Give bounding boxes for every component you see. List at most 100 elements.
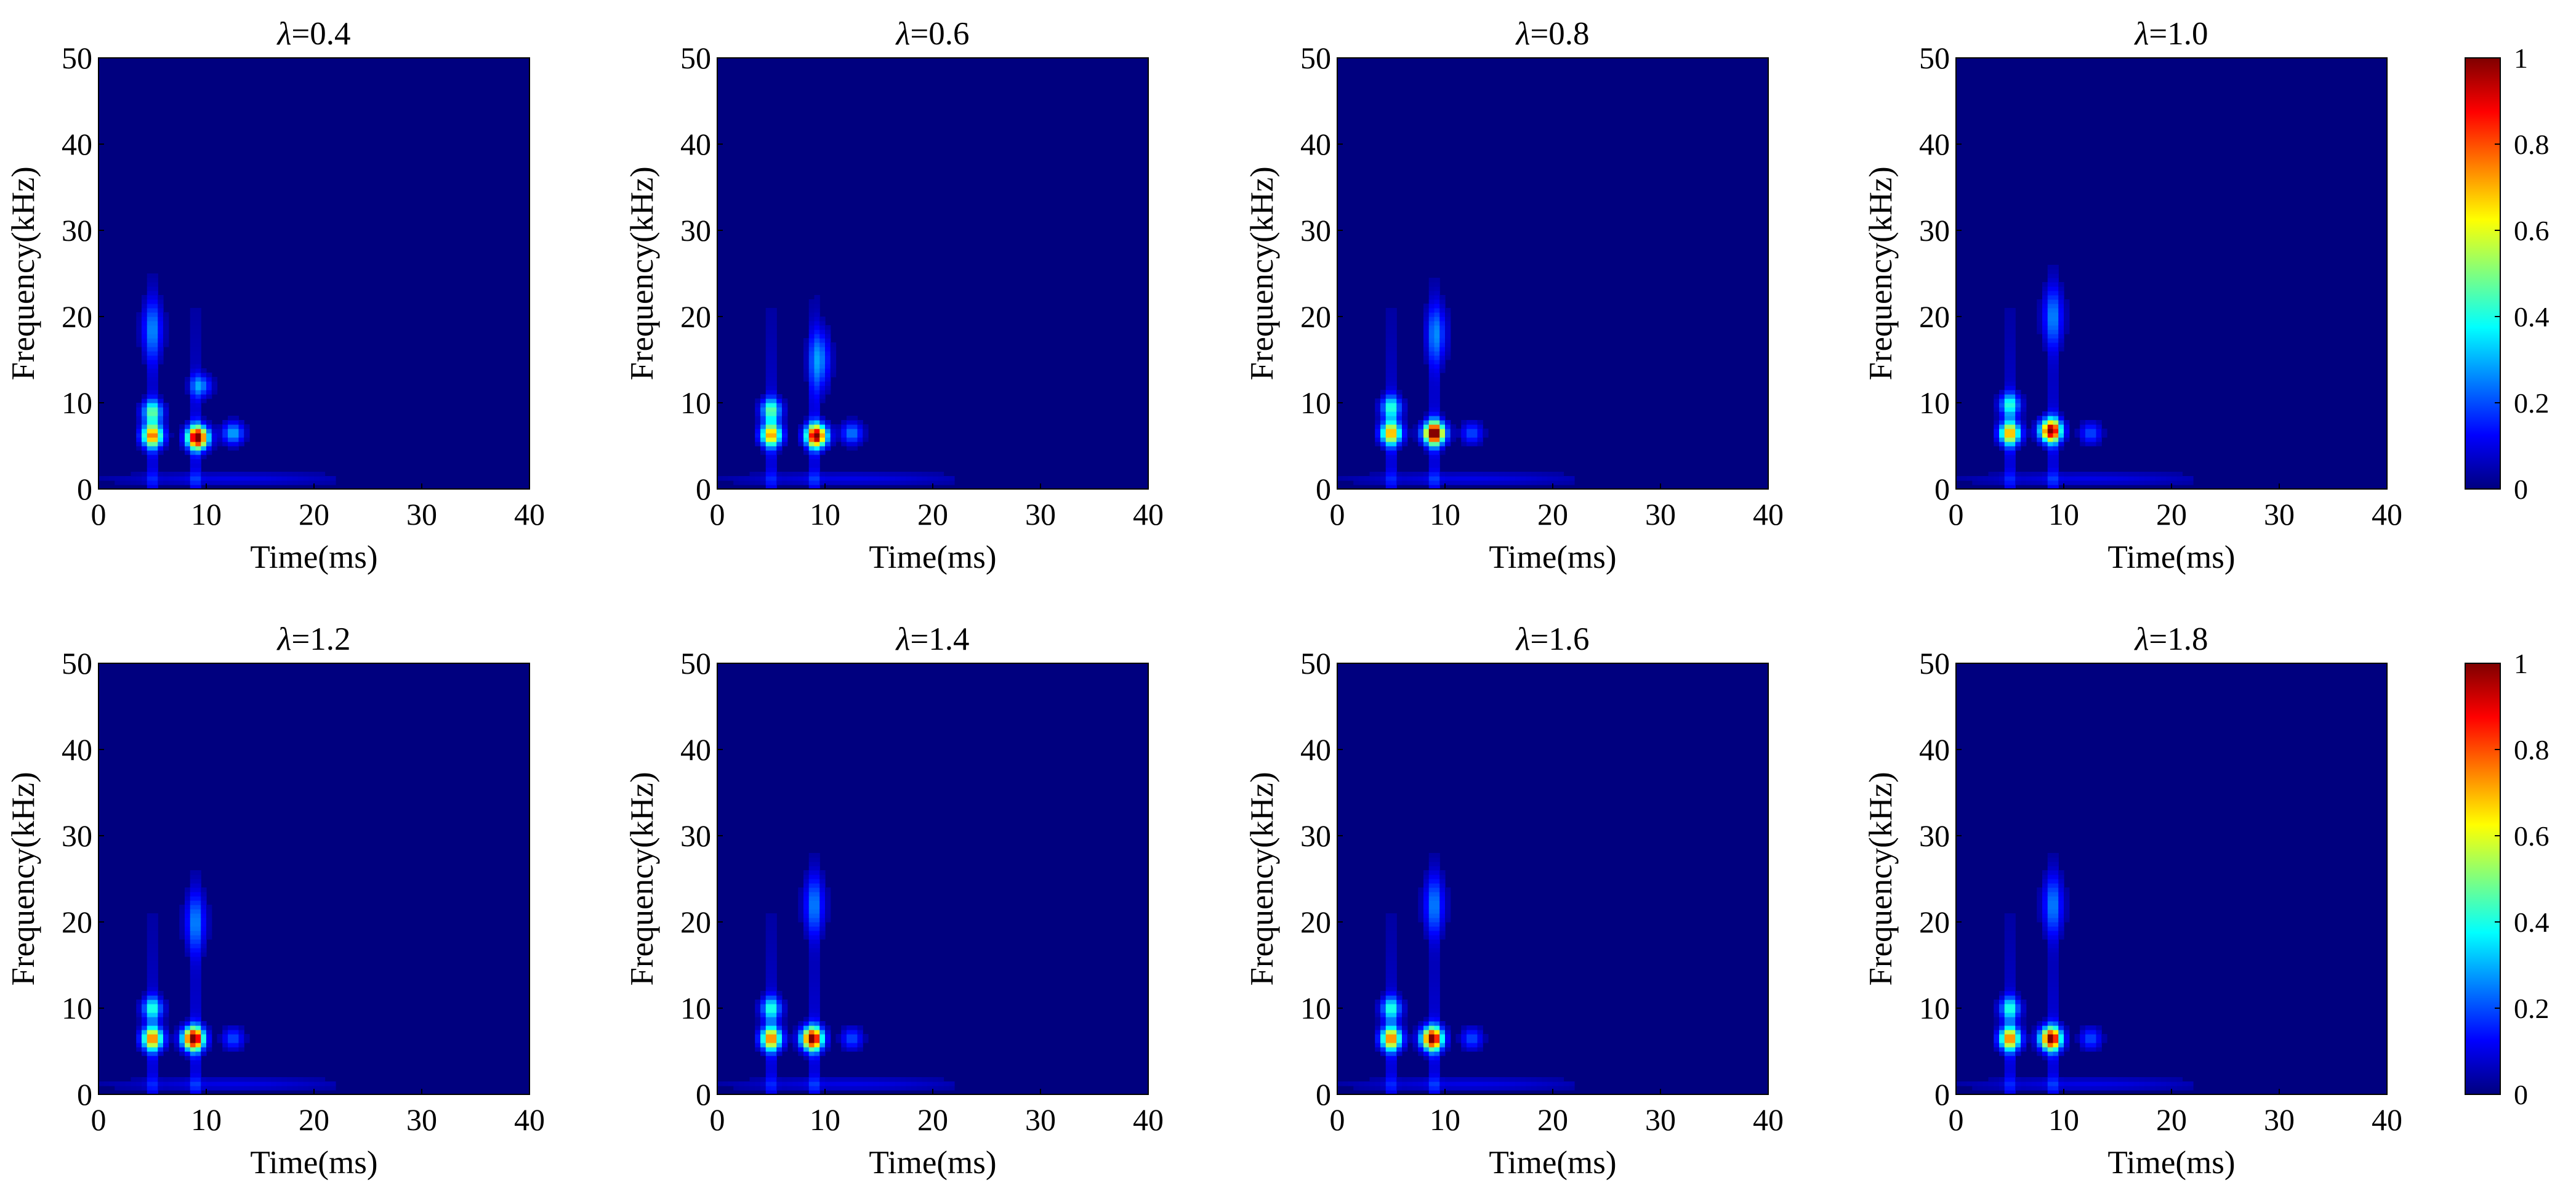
x-tick-label: 20 bbox=[917, 497, 948, 531]
heatmap-cell bbox=[211, 437, 218, 442]
heatmap-cell bbox=[190, 1064, 196, 1069]
heatmap-cell bbox=[851, 446, 858, 451]
heatmap-cell bbox=[1391, 931, 1397, 935]
heatmap-cell bbox=[2047, 373, 2054, 378]
heatmap-cell bbox=[2047, 433, 2054, 438]
heatmap-cell bbox=[142, 1034, 148, 1039]
heatmap-cell bbox=[297, 1077, 304, 1082]
heatmap-cell bbox=[2047, 995, 2054, 1000]
heatmap-cell bbox=[190, 420, 196, 425]
heatmap-cell bbox=[206, 424, 212, 429]
heatmap-cell bbox=[2010, 312, 2016, 317]
heatmap-cell bbox=[808, 386, 815, 390]
heatmap-cell bbox=[1455, 1034, 1462, 1039]
heatmap-cell bbox=[2047, 931, 2054, 935]
heatmap-cell bbox=[1428, 325, 1435, 330]
heatmap-cell bbox=[1542, 1086, 1548, 1091]
heatmap-cell bbox=[2058, 480, 2064, 485]
heatmap-cell bbox=[808, 351, 815, 356]
heatmap-cell bbox=[1434, 883, 1440, 888]
heatmap-cell bbox=[1412, 1047, 1419, 1052]
heatmap-cell bbox=[195, 485, 201, 489]
heatmap-cell bbox=[765, 1051, 772, 1056]
heatmap-cell bbox=[2010, 969, 2016, 974]
heatmap-cell bbox=[2047, 1090, 2054, 1094]
heatmap-cell bbox=[287, 480, 293, 485]
heatmap-cell bbox=[195, 948, 201, 953]
heatmap-cell bbox=[776, 1008, 783, 1013]
heatmap-cell bbox=[814, 476, 820, 481]
heatmap-cell bbox=[776, 407, 783, 412]
heatmap-cell bbox=[1380, 1038, 1387, 1043]
heatmap-cell bbox=[787, 472, 794, 477]
y-tick-label: 10 bbox=[1300, 386, 1331, 420]
heatmap-cell bbox=[808, 329, 815, 334]
heatmap-cell bbox=[190, 442, 196, 446]
heatmap-cell bbox=[147, 965, 153, 970]
heatmap-cell bbox=[2004, 918, 2011, 923]
heatmap-cell bbox=[825, 1025, 831, 1030]
heatmap-cell bbox=[1385, 918, 1392, 923]
heatmap-cell bbox=[1402, 480, 1408, 485]
heatmap-cell bbox=[228, 416, 234, 421]
heatmap-cell bbox=[211, 424, 218, 429]
heatmap-cell bbox=[771, 1086, 777, 1091]
heatmap-cell bbox=[1428, 364, 1435, 369]
heatmap-cell bbox=[890, 1081, 896, 1086]
heatmap-cell bbox=[771, 1069, 777, 1073]
heatmap-cell bbox=[1375, 1004, 1381, 1009]
heatmap-cell bbox=[1385, 978, 1392, 983]
heatmap-cell bbox=[2047, 987, 2054, 992]
heatmap-cell bbox=[1558, 1077, 1564, 1082]
heatmap-cell bbox=[2166, 476, 2172, 481]
heatmap-cell bbox=[819, 879, 826, 884]
heatmap-cell bbox=[147, 472, 153, 477]
heatmap-cell bbox=[152, 403, 158, 408]
heatmap-cell bbox=[1364, 480, 1371, 485]
heatmap-cell bbox=[1434, 892, 1440, 897]
heatmap-cell bbox=[152, 918, 158, 923]
heatmap-cell bbox=[1402, 403, 1408, 408]
heatmap-cell bbox=[195, 459, 201, 464]
heatmap-cell bbox=[2037, 304, 2043, 309]
heatmap-cell bbox=[1982, 480, 1989, 485]
heatmap-cell bbox=[1402, 442, 1408, 446]
heatmap-cell bbox=[2053, 295, 2059, 300]
lambda-symbol: λ bbox=[1515, 16, 1530, 52]
heatmap-cell bbox=[895, 1077, 901, 1082]
heatmap-cell bbox=[857, 424, 863, 429]
heatmap-cell bbox=[1434, 304, 1440, 309]
heatmap-cell bbox=[819, 364, 826, 369]
heatmap-cell bbox=[2058, 1051, 2064, 1056]
heatmap-cell bbox=[1337, 476, 1343, 481]
heatmap-cell bbox=[2015, 1047, 2021, 1052]
heatmap-cell bbox=[1418, 913, 1424, 918]
heatmap-cell bbox=[765, 922, 772, 927]
heatmap-cell bbox=[1396, 416, 1403, 421]
heatmap-cell bbox=[803, 373, 810, 378]
heatmap-cell bbox=[2021, 429, 2027, 434]
heatmap-cell bbox=[1434, 987, 1440, 992]
heatmap-cell bbox=[136, 1034, 142, 1039]
heatmap-cell bbox=[2015, 1086, 2021, 1091]
heatmap-cell bbox=[2047, 472, 2054, 477]
heatmap-cell bbox=[1434, 896, 1440, 901]
heatmap-cell bbox=[1402, 1086, 1408, 1091]
heatmap-cells bbox=[99, 870, 336, 1094]
heatmap-cell bbox=[825, 329, 831, 334]
heatmap-cell bbox=[1375, 424, 1381, 429]
heatmap-cell bbox=[814, 1060, 820, 1065]
heatmap-cell bbox=[2053, 952, 2059, 957]
heatmap-cell bbox=[2010, 1090, 2016, 1094]
heatmap-cell bbox=[152, 325, 158, 330]
heatmap-cell bbox=[179, 905, 185, 910]
heatmap-cell bbox=[1428, 377, 1435, 382]
heatmap-cell bbox=[206, 1043, 212, 1048]
heatmap-cell bbox=[808, 1060, 815, 1065]
heatmap-cell bbox=[760, 1004, 767, 1009]
heatmap-cell bbox=[2107, 472, 2113, 477]
heatmap-cell bbox=[782, 480, 788, 485]
heatmap-cell bbox=[1439, 896, 1446, 901]
heatmap-cell bbox=[163, 334, 169, 339]
heatmap-cell bbox=[1385, 952, 1392, 957]
